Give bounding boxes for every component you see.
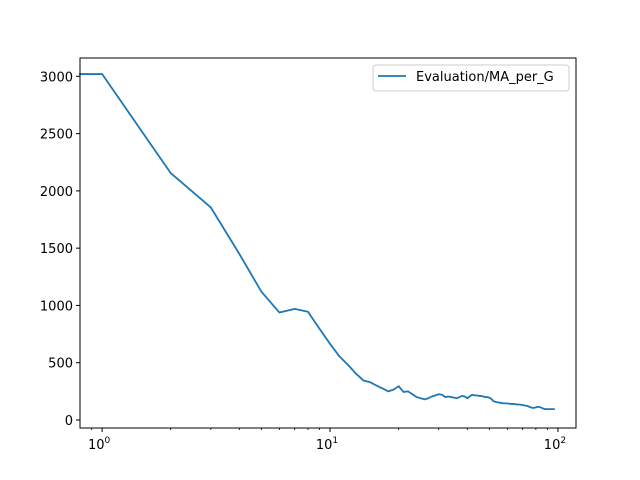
y-tick-label: 0 — [65, 414, 73, 429]
y-tick-label: 500 — [48, 357, 73, 372]
x-tick-base: 10 — [88, 438, 105, 453]
y-tick-label: 2000 — [40, 185, 73, 200]
series-line-evaluation-ma-per-g — [79, 73, 555, 410]
legend-box — [372, 64, 570, 92]
x-tick-exponent: 0 — [104, 436, 110, 446]
x-tick-label: 101 — [316, 436, 338, 453]
legend: Evaluation/MA_per_G — [372, 64, 570, 92]
y-tick-label: 1500 — [40, 242, 73, 257]
y-tick-label: 1000 — [40, 299, 73, 314]
x-tick-label: 102 — [544, 436, 566, 453]
plot-frame — [79, 57, 577, 429]
y-tick-label: 2500 — [40, 128, 73, 143]
x-tick-base: 10 — [544, 438, 561, 453]
y-tick-label: 3000 — [40, 70, 73, 85]
x-tick-exponent: 2 — [560, 436, 566, 446]
x-tick-label: 100 — [88, 436, 111, 453]
x-tick-exponent: 1 — [332, 436, 338, 446]
x-tick-base: 10 — [316, 438, 333, 453]
legend-label: Evaluation/MA_per_G — [416, 70, 554, 85]
plot-area — [80, 58, 576, 428]
